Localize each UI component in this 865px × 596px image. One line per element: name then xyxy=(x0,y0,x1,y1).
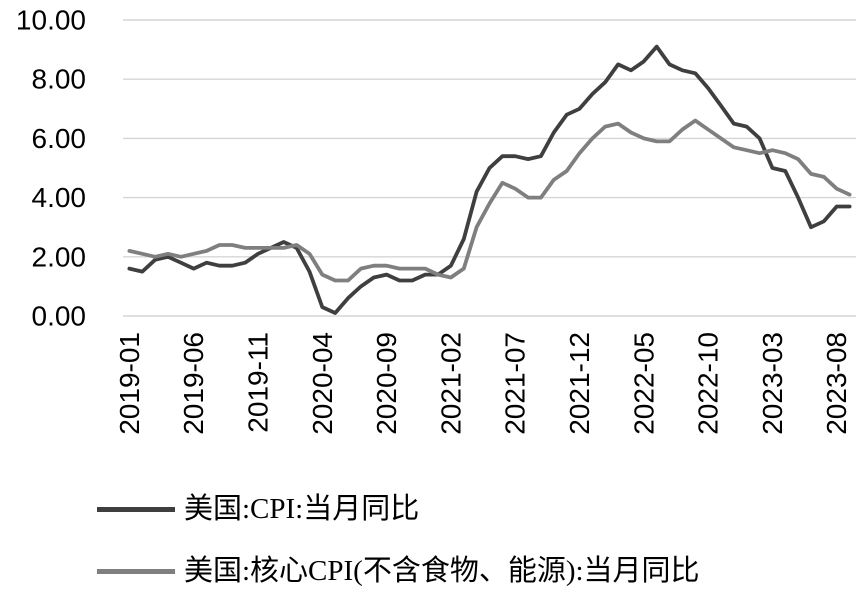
legend-label-core-cpi: 美国:核心CPI(不含食物、能源):当月同比 xyxy=(184,555,700,587)
x-axis-tick-label: 2022-10 xyxy=(693,332,724,435)
cpi-line-swatch xyxy=(97,506,175,512)
legend-item-cpi: 美国:CPI:当月同比 xyxy=(97,489,700,529)
x-axis-tick-label: 2022-05 xyxy=(628,332,659,435)
x-axis-tick-label: 2023-03 xyxy=(757,332,788,435)
chart-legend: 美国:CPI:当月同比 美国:核心CPI(不含食物、能源):当月同比 xyxy=(97,489,700,596)
y-axis-tick-label: 0.00 xyxy=(32,301,87,332)
legend-label-cpi: 美国:CPI:当月同比 xyxy=(184,493,420,525)
x-axis-tick-label: 2021-07 xyxy=(500,332,531,435)
x-axis-tick-label: 2021-02 xyxy=(435,332,466,435)
x-axis-tick-label: 2020-04 xyxy=(307,332,338,435)
cpi-series-line xyxy=(127,44,852,315)
x-axis-tick-label: 2023-08 xyxy=(821,332,852,435)
y-axis-tick-label: 4.00 xyxy=(32,182,87,213)
x-axis-tick-label: 2019-01 xyxy=(114,332,145,435)
core-cpi-series-line xyxy=(127,118,852,283)
x-axis-tick-label: 2021-12 xyxy=(564,332,595,435)
legend-item-core-cpi: 美国:核心CPI(不含食物、能源):当月同比 xyxy=(97,551,700,591)
x-axis-tick-label: 2019-06 xyxy=(178,332,209,435)
y-axis-tick-label: 6.00 xyxy=(32,123,87,154)
y-axis-tick-label: 10.00 xyxy=(16,5,86,36)
core-cpi-line-swatch xyxy=(97,568,175,574)
x-axis-tick-label: 2019-11 xyxy=(243,332,274,433)
y-axis-tick-label: 8.00 xyxy=(32,64,87,95)
y-axis-tick-label: 2.00 xyxy=(32,241,87,272)
line-chart-canvas: 10.00 8.00 6.00 4.00 2.00 0.00 2019-01 2019-06 2… xyxy=(16,5,856,435)
x-axis-tick-label: 2020-09 xyxy=(371,332,402,435)
